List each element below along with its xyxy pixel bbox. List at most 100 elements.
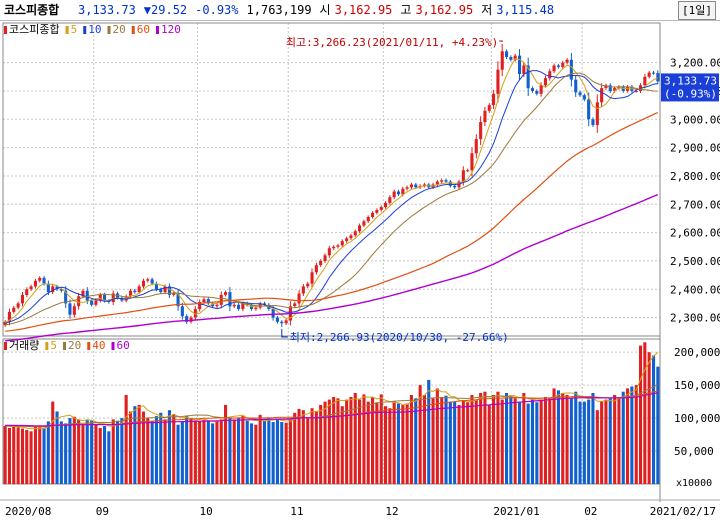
- candle-body: [591, 119, 595, 125]
- volume-bar: [81, 424, 85, 484]
- volume-bar: [42, 428, 46, 484]
- volume-bar: [293, 412, 297, 484]
- candle-body: [565, 59, 569, 63]
- volume-bar: [362, 394, 366, 484]
- volume-bar: [306, 418, 310, 484]
- volume-bar: [284, 422, 288, 484]
- volume-bar: [375, 402, 379, 484]
- candle-body: [85, 290, 89, 301]
- candle-body: [548, 71, 552, 79]
- volume-bar: [133, 406, 137, 484]
- candle-body: [409, 184, 413, 188]
- price-tick-label: 2,300.00: [670, 312, 720, 325]
- price-legend-swatch: [107, 26, 111, 34]
- candle-body: [241, 303, 245, 310]
- candle-body: [301, 286, 305, 294]
- volume-bar: [513, 398, 517, 484]
- candle-body: [146, 279, 150, 281]
- volume-bar: [310, 408, 314, 484]
- stock-chart[interactable]: 2,300.00 2,400.00 2,500.00 2,600.00 2,700.00…: [0, 21, 720, 523]
- candle-body: [500, 51, 504, 70]
- candle-body: [513, 55, 517, 60]
- volume-bar: [146, 418, 150, 484]
- candle-body: [332, 246, 336, 249]
- candle-body: [353, 231, 357, 236]
- volume-bar: [314, 411, 318, 484]
- index-name: 코스피종합: [4, 3, 60, 17]
- price-legend-label: 10: [88, 23, 101, 36]
- volume-bar: [530, 399, 534, 484]
- ma5-line: [4, 58, 659, 323]
- volume-bar: [409, 395, 413, 484]
- candle-body: [33, 280, 37, 287]
- candle-body: [38, 277, 42, 281]
- candle-body: [496, 69, 500, 94]
- candle-body: [453, 185, 457, 188]
- volume-bar: [262, 420, 266, 484]
- price-legend-label: 60: [137, 23, 150, 36]
- volume-bar: [595, 410, 599, 484]
- candle-body: [163, 286, 167, 293]
- volume-bar: [345, 399, 349, 484]
- volume-bar: [176, 424, 180, 484]
- candle-body: [219, 294, 223, 305]
- candle-body: [448, 181, 452, 186]
- volume-bar: [440, 397, 444, 484]
- volume-bar: [224, 404, 228, 484]
- candle-body: [371, 212, 375, 217]
- candle-body: [167, 286, 171, 295]
- candle-body: [271, 309, 275, 318]
- candle-body: [444, 180, 448, 182]
- volume-bar: [20, 428, 24, 484]
- candle-body: [323, 255, 327, 261]
- volume-bar: [103, 426, 107, 484]
- candle-body: [634, 91, 638, 92]
- candle-body: [349, 235, 353, 239]
- volume-legend-label: 5: [50, 339, 57, 352]
- volume-bar: [332, 397, 336, 484]
- volume-bar: [111, 419, 115, 484]
- volume-legend-swatch: [45, 342, 49, 350]
- volume-bar: [64, 423, 68, 484]
- high-value: 3,162.95: [415, 3, 474, 17]
- candle-body: [466, 170, 470, 172]
- candle-body: [492, 93, 496, 106]
- candle-body: [77, 296, 81, 307]
- volume-bar: [59, 421, 63, 484]
- volume-bar: [435, 388, 439, 484]
- high-annotation-arrow: [499, 40, 503, 42]
- volume-bar: [656, 366, 660, 484]
- x-tick-label: 02: [584, 505, 597, 518]
- candle-body: [643, 76, 647, 86]
- volume-bar: [535, 402, 539, 484]
- candle-body: [12, 307, 16, 312]
- volume-bar: [626, 388, 630, 484]
- volume-bar: [492, 395, 496, 484]
- volume-legend-label: 40: [92, 339, 105, 352]
- candle-body: [652, 72, 656, 74]
- candle-body: [388, 197, 392, 203]
- volume-bar: [280, 422, 284, 484]
- candle-body: [613, 88, 617, 91]
- candle-body: [405, 187, 409, 189]
- volume-bar: [582, 401, 586, 484]
- volume-bar: [254, 424, 258, 484]
- volume-bar: [461, 400, 465, 484]
- volume-bar: [323, 401, 327, 484]
- candle-body: [198, 302, 202, 310]
- candle-body: [232, 304, 236, 307]
- volume-bar: [518, 401, 522, 484]
- candle-body: [522, 65, 526, 74]
- candle-body: [202, 299, 206, 302]
- volume-bar: [25, 430, 29, 484]
- candle-body: [595, 102, 599, 125]
- price-tick-label: 3,000.00: [670, 113, 720, 126]
- volume-bar: [608, 398, 612, 484]
- period-selector[interactable]: [1일]: [678, 1, 716, 20]
- volume-bar: [474, 399, 478, 484]
- open-label: 시: [319, 3, 331, 17]
- candle-body: [150, 279, 154, 284]
- price-legend-swatch: [155, 26, 159, 34]
- candle-body: [561, 62, 565, 67]
- price-change: ▼29.52: [143, 3, 188, 17]
